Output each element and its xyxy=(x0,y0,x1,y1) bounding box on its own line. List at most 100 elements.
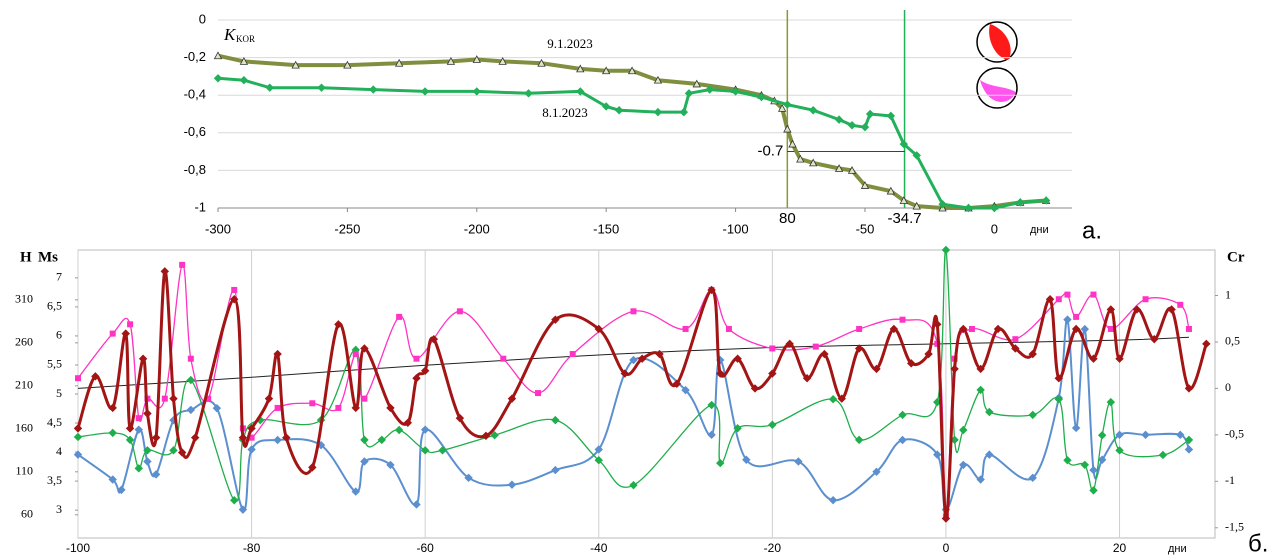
data-point xyxy=(273,349,282,359)
data-point xyxy=(828,395,838,404)
data-point xyxy=(108,475,117,484)
data-point xyxy=(282,433,291,442)
data-point xyxy=(1012,336,1019,343)
data-point xyxy=(976,385,985,395)
data-point xyxy=(108,403,117,413)
data-point xyxy=(705,85,714,94)
data-point xyxy=(481,431,491,441)
series xyxy=(75,261,1192,520)
data-point xyxy=(464,473,473,483)
panel-label: а. xyxy=(1082,217,1102,244)
data-point xyxy=(788,139,797,148)
data-point xyxy=(73,424,83,433)
x-unit: дни xyxy=(1030,224,1049,236)
data-point xyxy=(186,375,196,385)
data-point xyxy=(161,395,168,402)
data-point xyxy=(828,495,838,505)
data-point xyxy=(551,465,560,475)
data-point xyxy=(535,390,542,397)
data-point xyxy=(594,324,603,334)
data-point xyxy=(360,457,369,466)
data-line xyxy=(77,318,1190,511)
data-point xyxy=(413,355,420,362)
data-point xyxy=(898,410,907,420)
data-point xyxy=(187,355,194,362)
data-point xyxy=(1107,325,1114,332)
data-point xyxy=(420,446,430,455)
data-point xyxy=(551,315,560,324)
data-point xyxy=(134,464,143,473)
data-point xyxy=(231,286,238,293)
data-point xyxy=(420,425,430,434)
data-point xyxy=(186,405,196,415)
data-point xyxy=(1185,325,1192,332)
y-tick-label: -1 xyxy=(194,199,206,214)
data-point xyxy=(317,83,326,92)
data-point xyxy=(230,295,239,304)
y-tick-label: 6,5 xyxy=(47,299,62,313)
data-point xyxy=(73,450,83,459)
data-point xyxy=(121,329,130,338)
data-point xyxy=(117,485,126,495)
beachball-magenta-fill xyxy=(980,80,1016,102)
x-tick-label: 20 xyxy=(1113,541,1127,555)
data-point xyxy=(73,432,83,442)
data-point xyxy=(1063,455,1072,465)
data-point xyxy=(886,111,896,121)
x-tick-label: -80 xyxy=(243,541,261,555)
focal-mechanism-icons xyxy=(976,21,1018,109)
data-point xyxy=(1115,354,1124,363)
data-point xyxy=(898,435,907,445)
data-point xyxy=(537,58,546,67)
y-tick-label: -1,5 xyxy=(1225,520,1244,534)
data-point xyxy=(273,435,282,445)
data-point xyxy=(924,349,933,359)
data-point xyxy=(899,316,906,323)
data-point xyxy=(912,201,921,210)
data-point xyxy=(455,413,465,423)
data-point xyxy=(1071,423,1081,433)
data-point xyxy=(138,354,148,363)
series xyxy=(73,245,1194,505)
data-point xyxy=(1063,315,1072,324)
data-point xyxy=(854,435,864,445)
data-point xyxy=(1090,291,1097,298)
data-point xyxy=(1177,301,1184,308)
data-point xyxy=(985,450,994,459)
data-point xyxy=(707,430,716,440)
data-point xyxy=(125,424,135,433)
data-point xyxy=(692,79,701,88)
data-point xyxy=(1089,354,1098,363)
data-point xyxy=(238,433,248,442)
y-tick-label: 60 xyxy=(21,507,33,521)
data-point xyxy=(127,321,134,328)
data-point xyxy=(993,324,1003,334)
series xyxy=(213,51,1051,212)
data-point xyxy=(1073,313,1080,320)
data-line xyxy=(217,53,1047,210)
data-point xyxy=(742,455,751,464)
data-point xyxy=(1041,196,1051,205)
data-point xyxy=(938,200,947,209)
data-point xyxy=(179,261,186,268)
y-tick-label: 5 xyxy=(56,386,62,400)
data-point xyxy=(420,366,430,375)
data-point xyxy=(899,196,908,204)
y-tick-label: 0 xyxy=(1225,380,1231,394)
x-tick-label: -60 xyxy=(417,541,435,555)
data-point xyxy=(500,355,507,362)
series xyxy=(73,315,1194,514)
data-point xyxy=(394,58,404,67)
data-point xyxy=(1028,473,1037,483)
data-point xyxy=(472,87,481,96)
data-point xyxy=(802,373,812,383)
data-point xyxy=(576,87,585,96)
data-point xyxy=(733,424,742,433)
y-tick-label: -0,4 xyxy=(184,87,206,102)
data-point xyxy=(783,100,792,109)
data-point xyxy=(785,339,794,349)
plot-frame xyxy=(77,249,1216,539)
data-point xyxy=(594,445,603,454)
y-tick-label: 7 xyxy=(56,270,62,284)
data-point xyxy=(472,55,481,63)
